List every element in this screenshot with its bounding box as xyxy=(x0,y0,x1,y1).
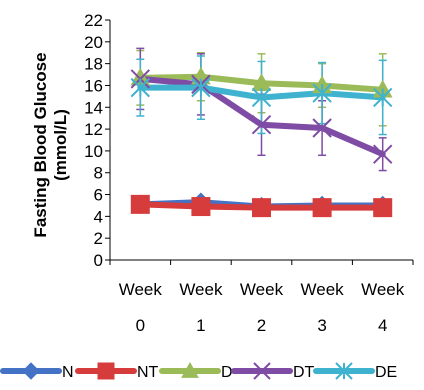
y-tick-label: 0 xyxy=(94,251,103,270)
y-axis-title-line1: Fasting Blood Glucose xyxy=(31,52,50,237)
x-tick-label-top: Week xyxy=(240,280,284,299)
series-dt-point xyxy=(372,144,393,164)
y-tick-label: 22 xyxy=(84,11,103,30)
y-tick-label: 8 xyxy=(94,164,103,183)
y-tick-label: 10 xyxy=(84,142,103,161)
legend-label: NT xyxy=(137,364,159,381)
legend-marker xyxy=(253,362,271,380)
y-tick-label: 20 xyxy=(84,33,103,52)
x-tick-label-top: Week xyxy=(179,280,223,299)
legend-label: N xyxy=(62,364,74,381)
series-nt-point xyxy=(252,198,271,218)
marker-stroke xyxy=(251,115,272,135)
series-nt-point xyxy=(191,197,211,217)
series-nt-point xyxy=(373,198,393,218)
series-de-point xyxy=(130,77,151,98)
series-de-point xyxy=(251,87,272,108)
y-tick-label: 16 xyxy=(84,76,103,95)
y-tick-label: 18 xyxy=(84,55,103,74)
axes: 0 2 4 6 8 10 12 14 16 18 20 22 Week 0 Week 1 Week 2 Week 3 W… xyxy=(84,11,414,335)
series-markers xyxy=(130,66,393,218)
y-tick-label: 12 xyxy=(84,120,103,139)
marker-stroke xyxy=(253,362,271,380)
legend-item-nt: NT xyxy=(75,362,159,381)
y-tick-label: 4 xyxy=(94,207,103,226)
y-tick-label: 14 xyxy=(84,98,103,117)
legend-marker xyxy=(335,362,353,380)
x-tick-label-top: Week xyxy=(361,280,405,299)
x-tick-label-bottom: 2 xyxy=(257,316,266,335)
legend-marker xyxy=(97,362,115,380)
y-tick-label: 6 xyxy=(94,186,103,205)
y-tick-label: 2 xyxy=(94,229,103,248)
series-nt-point xyxy=(130,194,150,214)
legend-item-dt: DT xyxy=(231,362,315,381)
legend-label: DT xyxy=(293,364,315,381)
x-tick-label-top: Week xyxy=(119,280,163,299)
x-tick-label-top: Week xyxy=(301,280,345,299)
legend-marker xyxy=(181,361,199,378)
legend-item-de: DE xyxy=(313,362,397,381)
series-de-point xyxy=(312,83,332,103)
y-axis-title-line2: (mmol/L) xyxy=(51,109,70,181)
marker-stroke xyxy=(372,144,393,164)
error-bars xyxy=(136,47,387,212)
legend-item-n: N xyxy=(0,362,74,381)
legend-item-d: D xyxy=(159,361,233,381)
x-tick-label-bottom: 0 xyxy=(136,316,145,335)
x-tick-label-bottom: 3 xyxy=(317,316,326,335)
x-tick-label-bottom: 1 xyxy=(196,316,205,335)
series-dt-point xyxy=(312,118,332,138)
legend: N NT D DT DE xyxy=(0,361,397,381)
series-nt-point xyxy=(312,198,332,218)
marker-stroke xyxy=(312,118,332,138)
legend-label: D xyxy=(221,364,233,381)
series-dt-point xyxy=(251,115,272,135)
legend-label: DE xyxy=(375,364,397,381)
series-de-point xyxy=(191,77,211,98)
legend-marker xyxy=(22,362,40,380)
x-tick-label-bottom: 4 xyxy=(378,316,387,335)
y-axis-title: Fasting Blood Glucose (mmol/L) xyxy=(31,52,70,237)
series-de-point xyxy=(372,87,393,108)
